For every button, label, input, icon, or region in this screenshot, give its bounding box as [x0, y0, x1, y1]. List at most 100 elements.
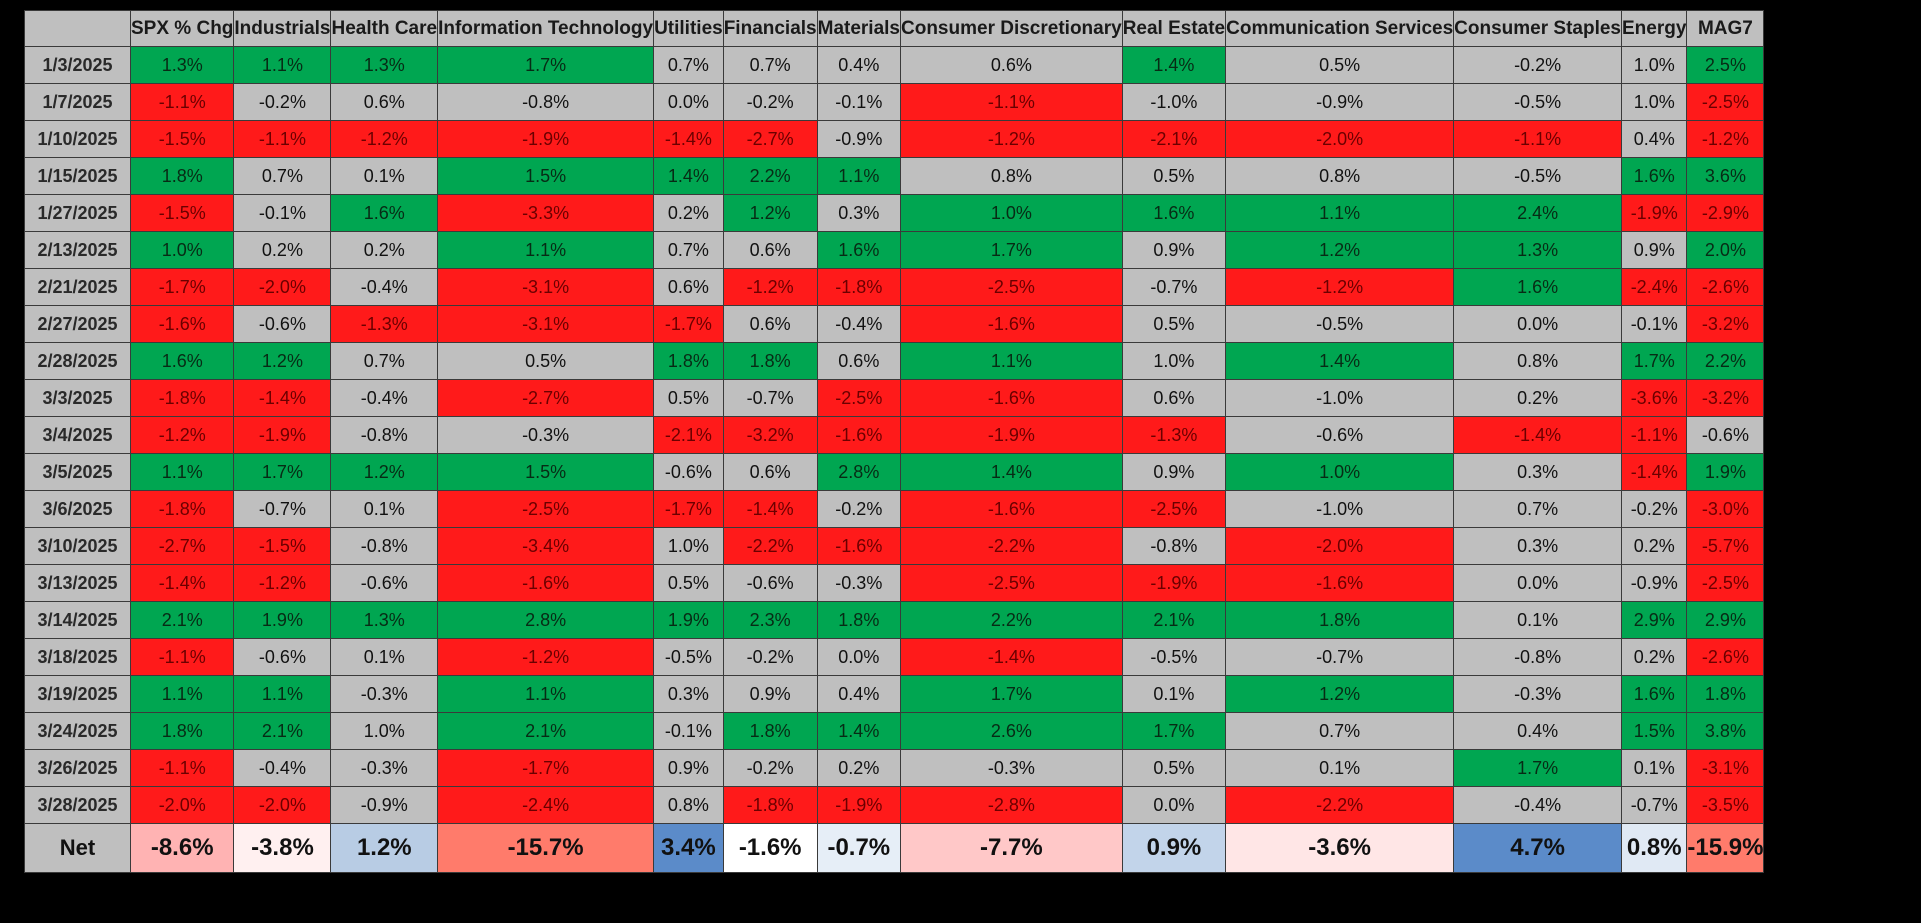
value-cell: -1.2%	[437, 638, 655, 676]
value-cell: 0.8%	[1453, 342, 1622, 380]
value-cell: 3.6%	[1686, 157, 1765, 195]
value-cell: -1.4%	[129, 564, 235, 602]
value-cell: 0.5%	[1121, 749, 1227, 787]
value-cell: 0.1%	[330, 490, 439, 528]
value-cell: 1.1%	[900, 342, 1123, 380]
value-cell: -1.9%	[816, 786, 902, 824]
value-cell: -1.2%	[722, 268, 818, 306]
value-cell: 0.3%	[653, 675, 724, 713]
net-value-cell: -15.7%	[437, 823, 655, 873]
value-cell: -1.4%	[900, 638, 1123, 676]
value-cell: -0.3%	[330, 749, 439, 787]
value-cell: 1.8%	[653, 342, 724, 380]
table-row: 1/10/2025 -1.5% -1.1% -1.2% -1.9% -1.4% -2.7% -…	[24, 120, 1765, 158]
value-cell: -2.0%	[129, 786, 235, 824]
value-cell: 0.6%	[722, 453, 818, 491]
value-cell: -3.4%	[437, 527, 655, 565]
value-cell: -1.6%	[900, 305, 1123, 343]
value-cell: 1.6%	[1620, 675, 1688, 713]
value-cell: 0.9%	[653, 749, 724, 787]
header-cell: Financials	[722, 10, 818, 47]
value-cell: 0.3%	[816, 194, 902, 232]
value-cell: -2.6%	[1686, 638, 1765, 676]
value-cell: -1.8%	[129, 379, 235, 417]
value-cell: 1.2%	[233, 342, 332, 380]
value-cell: 1.7%	[437, 46, 655, 84]
value-cell: 1.3%	[1453, 231, 1622, 269]
header-cell: MAG7	[1686, 10, 1765, 47]
value-cell: -3.0%	[1686, 490, 1765, 528]
value-cell: -0.7%	[1225, 638, 1455, 676]
header-cell: Utilities	[653, 10, 724, 47]
net-value-cell: -15.9%	[1686, 823, 1765, 873]
date-cell: 1/3/2025	[24, 46, 131, 84]
value-cell: 0.4%	[1453, 712, 1622, 750]
sector-performance-table: SPX % Chg Industrials Health Care Inform…	[24, 10, 1765, 873]
value-cell: -1.1%	[129, 638, 235, 676]
value-cell: 0.3%	[1453, 453, 1622, 491]
value-cell: -2.0%	[233, 268, 332, 306]
table-row: 1/15/2025 1.8% 0.7% 0.1% 1.5% 1.4% 2.2% 1.1% 0.8…	[24, 157, 1765, 195]
table-row: 3/13/2025 -1.4% -1.2% -0.6% -1.6% 0.5% -0.6% -0…	[24, 564, 1765, 602]
value-cell: 0.0%	[1121, 786, 1227, 824]
value-cell: -0.5%	[653, 638, 724, 676]
value-cell: 2.6%	[900, 712, 1123, 750]
value-cell: -1.3%	[1121, 416, 1227, 454]
value-cell: -1.2%	[1225, 268, 1455, 306]
value-cell: -1.1%	[233, 120, 332, 158]
value-cell: -0.6%	[653, 453, 724, 491]
value-cell: -1.7%	[653, 305, 724, 343]
value-cell: -0.4%	[1453, 786, 1622, 824]
value-cell: 1.8%	[1686, 675, 1765, 713]
value-cell: 1.4%	[1225, 342, 1455, 380]
net-label: Net	[24, 823, 131, 873]
date-cell: 3/13/2025	[24, 564, 131, 602]
value-cell: 1.2%	[330, 453, 439, 491]
value-cell: -1.9%	[1620, 194, 1688, 232]
date-cell: 3/14/2025	[24, 601, 131, 639]
value-cell: 0.5%	[1225, 46, 1455, 84]
net-value-cell: -1.6%	[722, 823, 818, 873]
value-cell: -0.7%	[1620, 786, 1688, 824]
value-cell: -1.4%	[1453, 416, 1622, 454]
table-row: 1/3/2025 1.3% 1.1% 1.3% 1.7% 0.7% 0.7% 0.4% 0.6%…	[24, 46, 1765, 84]
value-cell: 2.8%	[437, 601, 655, 639]
value-cell: -0.2%	[233, 83, 332, 121]
value-cell: -1.9%	[900, 416, 1123, 454]
value-cell: 1.7%	[233, 453, 332, 491]
value-cell: 2.1%	[233, 712, 332, 750]
value-cell: 1.5%	[1620, 712, 1688, 750]
value-cell: 1.8%	[722, 342, 818, 380]
header-cell: Consumer Staples	[1453, 10, 1622, 47]
value-cell: 0.6%	[900, 46, 1123, 84]
value-cell: -1.7%	[437, 749, 655, 787]
value-cell: 0.1%	[1620, 749, 1688, 787]
value-cell: -0.7%	[722, 379, 818, 417]
value-cell: 0.5%	[437, 342, 655, 380]
date-cell: 1/10/2025	[24, 120, 131, 158]
value-cell: 1.4%	[816, 712, 902, 750]
value-cell: -3.2%	[722, 416, 818, 454]
value-cell: 1.7%	[900, 675, 1123, 713]
value-cell: -0.1%	[233, 194, 332, 232]
value-cell: 0.0%	[816, 638, 902, 676]
value-cell: 1.3%	[129, 46, 235, 84]
value-cell: -1.8%	[129, 490, 235, 528]
table-row: 3/14/2025 2.1% 1.9% 1.3% 2.8% 1.9% 2.3% 1.8% 2.2…	[24, 601, 1765, 639]
value-cell: 0.9%	[1121, 231, 1227, 269]
date-cell: 3/3/2025	[24, 379, 131, 417]
value-cell: 1.2%	[1225, 675, 1455, 713]
value-cell: -2.1%	[653, 416, 724, 454]
header-cell: SPX % Chg	[129, 10, 235, 47]
value-cell: 0.0%	[653, 83, 724, 121]
value-cell: -2.7%	[437, 379, 655, 417]
value-cell: -1.1%	[129, 749, 235, 787]
value-cell: -1.0%	[1225, 490, 1455, 528]
value-cell: -0.5%	[1453, 83, 1622, 121]
value-cell: -1.1%	[1620, 416, 1688, 454]
value-cell: 0.2%	[233, 231, 332, 269]
value-cell: 0.7%	[722, 46, 818, 84]
value-cell: 3.8%	[1686, 712, 1765, 750]
value-cell: 1.0%	[1225, 453, 1455, 491]
value-cell: -0.3%	[900, 749, 1123, 787]
